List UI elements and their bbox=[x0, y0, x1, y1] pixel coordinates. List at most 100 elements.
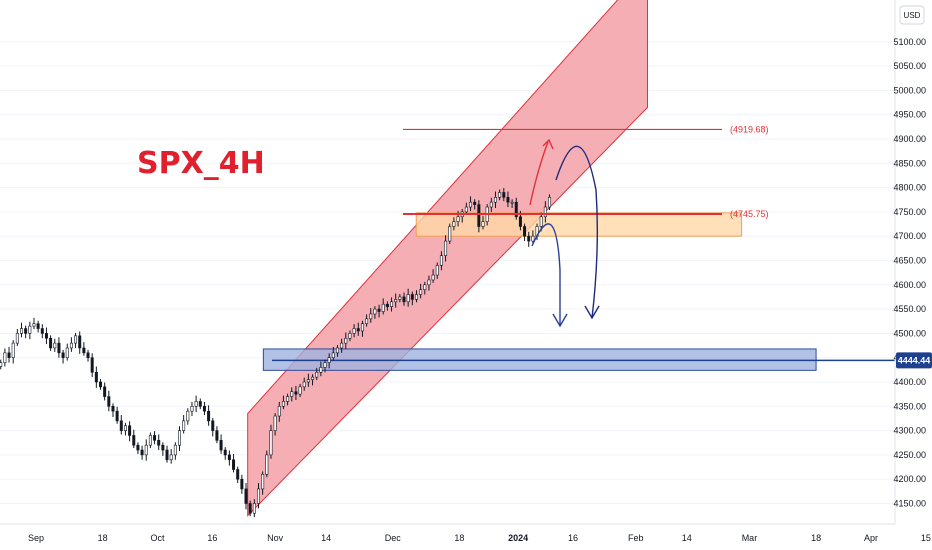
candle-body[interactable] bbox=[182, 420, 186, 431]
candle-body[interactable] bbox=[148, 435, 152, 446]
candle-body[interactable] bbox=[444, 240, 448, 256]
candle-body[interactable] bbox=[82, 347, 86, 354]
candle-body[interactable] bbox=[477, 204, 481, 227]
candle-body[interactable] bbox=[340, 342, 344, 349]
candle-body[interactable] bbox=[335, 347, 339, 354]
candle-body[interactable] bbox=[28, 325, 32, 334]
candle-body[interactable] bbox=[94, 371, 98, 383]
candle-body[interactable] bbox=[207, 410, 211, 422]
candle-body[interactable] bbox=[20, 328, 24, 334]
candle-body[interactable] bbox=[269, 430, 273, 456]
candle-body[interactable] bbox=[128, 425, 132, 436]
candle-body[interactable] bbox=[103, 386, 107, 397]
candle-body[interactable] bbox=[49, 337, 53, 349]
candle-body[interactable] bbox=[74, 335, 78, 344]
candle-body[interactable] bbox=[439, 255, 443, 266]
candle-body[interactable] bbox=[398, 296, 402, 300]
candle-body[interactable] bbox=[298, 386, 302, 395]
candle-body[interactable] bbox=[123, 425, 127, 431]
candle-body[interactable] bbox=[294, 391, 298, 395]
candle-body[interactable] bbox=[252, 503, 256, 514]
candle-body[interactable] bbox=[373, 308, 377, 315]
candle-body[interactable] bbox=[111, 405, 115, 412]
candle-body[interactable] bbox=[469, 201, 473, 208]
candle-body[interactable] bbox=[248, 503, 252, 514]
candle-body[interactable] bbox=[44, 333, 48, 339]
candle-body[interactable] bbox=[548, 197, 552, 208]
candle-body[interactable] bbox=[190, 405, 194, 412]
candle-body[interactable] bbox=[506, 197, 510, 203]
candle-body[interactable] bbox=[69, 342, 73, 349]
candle-body[interactable] bbox=[90, 357, 94, 373]
candle-body[interactable] bbox=[236, 469, 240, 480]
candle-body[interactable] bbox=[356, 328, 360, 332]
candle-body[interactable] bbox=[348, 333, 352, 339]
candle-body[interactable] bbox=[406, 294, 410, 303]
candle-body[interactable] bbox=[331, 352, 335, 358]
candle-body[interactable] bbox=[327, 357, 331, 363]
candle-body[interactable] bbox=[211, 420, 215, 431]
candle-body[interactable] bbox=[215, 430, 219, 441]
candle-body[interactable] bbox=[385, 303, 389, 307]
candle-body[interactable] bbox=[456, 216, 460, 222]
candle-body[interactable] bbox=[431, 274, 435, 281]
candle-body[interactable] bbox=[369, 313, 373, 320]
candle-body[interactable] bbox=[227, 454, 231, 461]
candle-body[interactable] bbox=[24, 328, 28, 334]
candle-body[interactable] bbox=[202, 405, 206, 412]
candle-body[interactable] bbox=[144, 444, 148, 456]
candle-body[interactable] bbox=[198, 401, 202, 407]
candle-body[interactable] bbox=[169, 454, 173, 461]
candle-body[interactable] bbox=[531, 235, 535, 242]
candle-body[interactable] bbox=[306, 379, 310, 383]
current-price-tag[interactable] bbox=[896, 352, 932, 369]
candle-body[interactable] bbox=[232, 459, 236, 470]
candle-body[interactable] bbox=[32, 323, 36, 327]
candle-body[interactable] bbox=[140, 449, 144, 456]
candle-body[interactable] bbox=[165, 449, 169, 461]
candle-body[interactable] bbox=[61, 352, 65, 358]
candle-body[interactable] bbox=[57, 342, 61, 354]
candle-body[interactable] bbox=[40, 328, 44, 334]
candle-body[interactable] bbox=[256, 488, 260, 504]
candle-body[interactable] bbox=[36, 323, 40, 329]
candle-body[interactable] bbox=[194, 401, 198, 407]
candle-body[interactable] bbox=[161, 444, 165, 451]
candle-body[interactable] bbox=[493, 197, 497, 203]
candle-body[interactable] bbox=[65, 347, 69, 359]
candle-body[interactable] bbox=[410, 294, 414, 300]
candle-body[interactable] bbox=[360, 323, 364, 332]
candle-body[interactable] bbox=[448, 226, 452, 242]
candle-body[interactable] bbox=[119, 420, 123, 431]
candle-body[interactable] bbox=[352, 328, 356, 334]
candle-body[interactable] bbox=[323, 362, 327, 368]
candle-body[interactable] bbox=[115, 410, 119, 422]
candle-body[interactable] bbox=[240, 478, 244, 490]
support-zone[interactable] bbox=[262, 348, 817, 371]
candle-body[interactable] bbox=[177, 430, 181, 446]
candle-body[interactable] bbox=[7, 352, 11, 358]
candle-body[interactable] bbox=[502, 192, 506, 198]
candle-body[interactable] bbox=[315, 371, 319, 378]
candle-body[interactable] bbox=[539, 216, 543, 227]
candle-body[interactable] bbox=[244, 488, 248, 504]
candle-body[interactable] bbox=[78, 335, 82, 349]
candle-body[interactable] bbox=[435, 265, 439, 276]
candle-body[interactable] bbox=[377, 308, 381, 312]
candle-body[interactable] bbox=[273, 415, 277, 431]
candle-body[interactable] bbox=[427, 279, 431, 286]
candle-body[interactable] bbox=[281, 401, 285, 407]
candle-body[interactable] bbox=[419, 289, 423, 295]
candle-body[interactable] bbox=[394, 299, 398, 303]
candle-body[interactable] bbox=[136, 444, 140, 451]
candle-body[interactable] bbox=[414, 294, 418, 300]
candle-body[interactable] bbox=[489, 201, 493, 208]
candle-body[interactable] bbox=[15, 333, 19, 344]
candle-body[interactable] bbox=[523, 226, 527, 237]
candle-body[interactable] bbox=[3, 352, 7, 363]
candle-body[interactable] bbox=[186, 410, 190, 422]
candle-body[interactable] bbox=[286, 396, 290, 402]
candle-body[interactable] bbox=[173, 444, 177, 456]
candle-body[interactable] bbox=[265, 454, 269, 475]
candle-body[interactable] bbox=[381, 303, 385, 312]
